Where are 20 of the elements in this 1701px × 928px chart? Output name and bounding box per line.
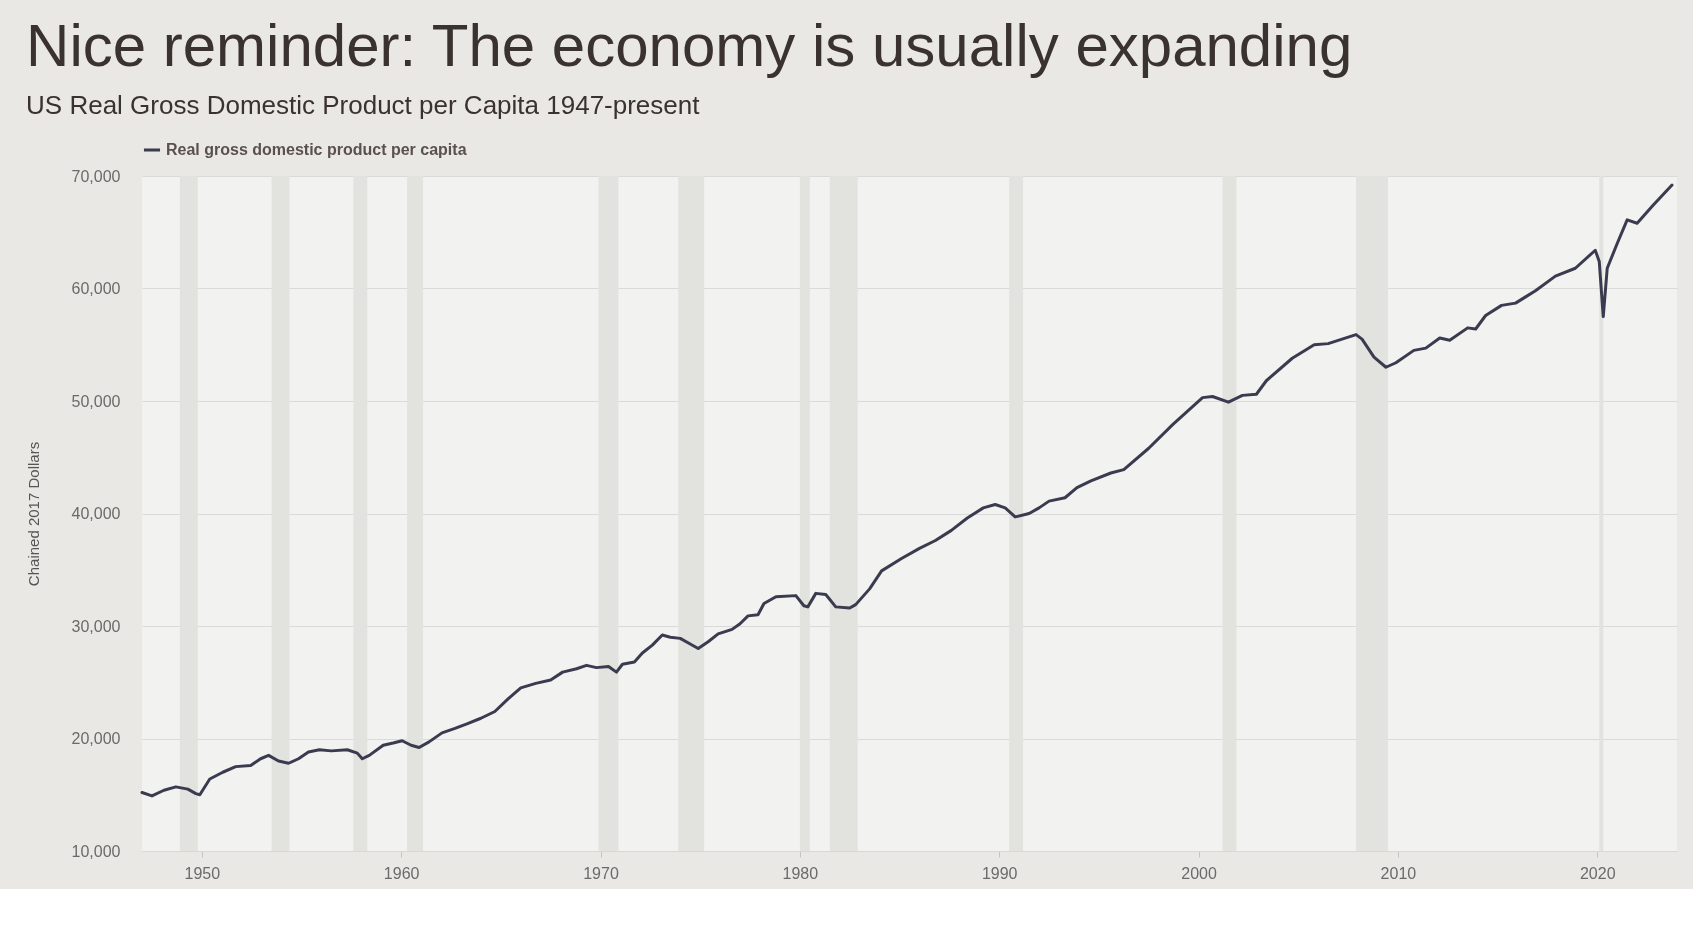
y-tick-label: 40,000 (71, 505, 121, 522)
y-tick-label: 50,000 (71, 392, 121, 410)
x-tick-label: 1980 (782, 864, 819, 882)
y-tick-label: 20,000 (71, 730, 121, 747)
y-axis-title: Chained 2017 Dollars (24, 441, 42, 587)
y-tick-label: 70,000 (71, 167, 121, 185)
x-tick-label: 2000 (1181, 864, 1217, 882)
y-tick-label: 30,000 (71, 617, 121, 635)
y-tick-label: 60,000 (71, 280, 121, 297)
x-tick-label: 1950 (184, 864, 221, 882)
x-tick-label: 1960 (383, 864, 420, 882)
legend-label: Real gross domestic product per capita (166, 141, 467, 158)
line-series (140, 183, 1674, 798)
x-tick-label: 1970 (583, 864, 619, 882)
y-tick-label: 10,000 (71, 842, 121, 860)
chart-subtitle: US Real Gross Domestic Product per Capita 1947-present (26, 90, 701, 120)
x-tick-label: 2020 (1579, 864, 1616, 882)
x-tick-label: 1990 (981, 864, 1018, 882)
x-tick-label: 2010 (1380, 864, 1417, 882)
chart-title: Nice reminder: The economy is usually expanding (26, 12, 1353, 79)
